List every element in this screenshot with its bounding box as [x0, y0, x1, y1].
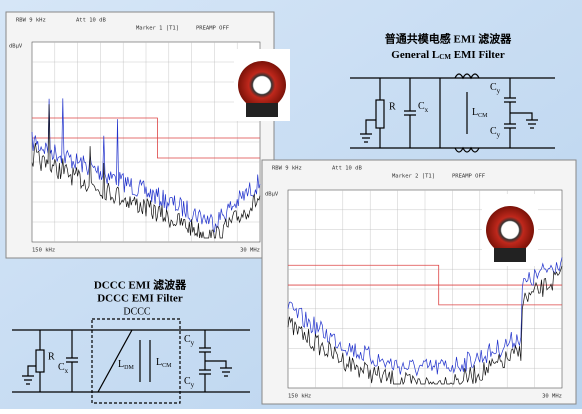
title-en: General LCM EMI Filter	[391, 49, 505, 61]
limit-line	[288, 284, 562, 306]
choke-photo	[238, 61, 286, 109]
choke-base	[494, 248, 526, 262]
x-start: 150 kHz	[32, 248, 55, 254]
header-text: RBW 9 kHz	[16, 18, 46, 24]
trace	[31, 104, 261, 239]
label-ldm: LDM	[118, 359, 134, 371]
label-r: R	[48, 351, 55, 362]
box-label: DCCC	[123, 306, 151, 317]
x-end: 30 MHz	[542, 394, 562, 400]
unit-label: dBµV	[9, 44, 23, 50]
circuit-diagram: DCCC EMI 滤波器 DCCC EMI Filter DCCC R Cx L…	[12, 278, 250, 404]
limit-line	[32, 137, 260, 159]
trace	[287, 257, 563, 377]
header-text: RBW 9 kHz	[272, 166, 302, 172]
spectrum-screenshot: RBW 9 kHz Marker 1 [T1] Att 10 dB PREAMP OF…	[5, 11, 275, 259]
label-cy: Cy	[490, 82, 501, 94]
unit-label: dBµV	[265, 192, 279, 198]
trace	[287, 265, 563, 386]
label-cy: Cy	[490, 126, 501, 138]
label-lcm: LCM	[156, 357, 172, 369]
label-cx: Cx	[58, 362, 69, 374]
label-cy: Cy	[184, 376, 195, 388]
header-text: Att 10 dB	[332, 166, 362, 172]
header-text: Att 10 dB	[76, 18, 106, 24]
label-cx: Cx	[418, 101, 429, 113]
title-cn: 普通共模电感 EMI 滤波器	[385, 32, 512, 46]
circuit-diagram: 普通共模电感 EMI 滤波器 General LCM EMI Filter R …	[350, 32, 555, 153]
limit-line	[32, 117, 260, 139]
header-text: PREAMP OFF	[196, 26, 229, 32]
trace	[31, 98, 261, 233]
title-cn: DCCC EMI 滤波器	[94, 278, 187, 292]
title-en: DCCC EMI Filter	[97, 293, 183, 305]
label-r: R	[389, 101, 396, 112]
x-start: 150 kHz	[288, 394, 311, 400]
choke-base	[246, 103, 278, 117]
header-text: Marker 1 [T1]	[136, 26, 179, 32]
header-text: PREAMP OFF	[452, 174, 485, 180]
limit-line	[288, 264, 562, 286]
choke-photo	[486, 206, 534, 254]
header-text: Marker 2 [T1]	[392, 174, 435, 180]
x-end: 30 MHz	[240, 248, 260, 254]
label-lcm: LCM	[472, 107, 488, 119]
label-cy: Cy	[184, 334, 195, 346]
